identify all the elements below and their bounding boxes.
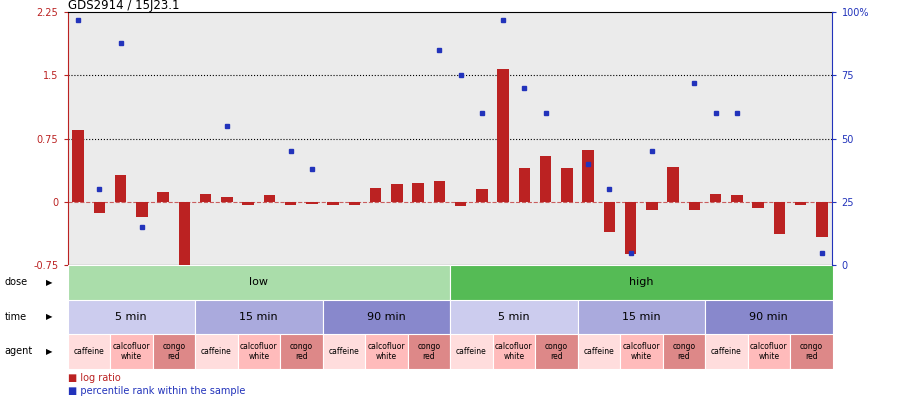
Text: caffeine: caffeine [74, 347, 104, 356]
Bar [561, 168, 572, 202]
Text: ▶: ▶ [46, 347, 53, 356]
Bar [322, 334, 365, 369]
Text: caffeine: caffeine [201, 347, 231, 356]
Bar [370, 188, 382, 202]
Bar [158, 192, 169, 202]
Bar [646, 202, 658, 211]
Bar [540, 156, 552, 202]
Bar [264, 195, 275, 202]
Bar [434, 181, 446, 202]
Bar [454, 202, 466, 206]
Bar [518, 168, 530, 202]
Bar [322, 300, 450, 334]
Text: calcofluor
white: calcofluor white [240, 342, 277, 361]
Bar [306, 202, 318, 204]
Text: congo
red: congo red [672, 342, 696, 361]
Bar [748, 334, 790, 369]
Bar [365, 334, 408, 369]
Bar [72, 130, 84, 202]
Bar [688, 202, 700, 211]
Bar [284, 202, 296, 205]
Bar [450, 300, 578, 334]
Text: congo
red: congo red [162, 342, 185, 361]
Bar [178, 202, 190, 268]
Text: high: high [629, 277, 653, 288]
Text: calcofluor
white: calcofluor white [112, 342, 150, 361]
Bar [795, 202, 806, 205]
Bar [328, 202, 339, 205]
Bar [450, 334, 492, 369]
Bar [200, 194, 212, 202]
Bar [816, 202, 828, 237]
Bar [578, 300, 705, 334]
Text: 5 min: 5 min [498, 312, 529, 322]
Text: calcofluor
white: calcofluor white [367, 342, 405, 361]
Bar [238, 334, 280, 369]
Bar [195, 300, 322, 334]
Bar [625, 202, 636, 254]
Bar [535, 334, 578, 369]
Text: GDS2914 / 15J23.1: GDS2914 / 15J23.1 [68, 0, 179, 12]
Text: congo
red: congo red [800, 342, 823, 361]
Text: agent: agent [4, 346, 32, 356]
Text: calcofluor
white: calcofluor white [623, 342, 660, 361]
Bar [412, 183, 424, 202]
Bar [195, 334, 238, 369]
Text: ▶: ▶ [46, 278, 53, 287]
Text: caffeine: caffeine [711, 347, 742, 356]
Bar [110, 334, 152, 369]
Bar [94, 202, 105, 213]
Text: ■ percentile rank within the sample: ■ percentile rank within the sample [68, 386, 245, 396]
Text: calcofluor
white: calcofluor white [495, 342, 533, 361]
Text: low: low [249, 277, 268, 288]
Bar [476, 189, 488, 202]
Bar [68, 300, 195, 334]
Text: congo
red: congo red [544, 342, 568, 361]
Bar [348, 202, 360, 205]
Text: caffeine: caffeine [328, 347, 359, 356]
Text: dose: dose [4, 277, 28, 288]
Bar [408, 334, 450, 369]
Text: ▶: ▶ [46, 312, 53, 322]
Bar [710, 194, 722, 202]
Text: caffeine: caffeine [456, 347, 487, 356]
Text: time: time [4, 312, 27, 322]
Bar [705, 300, 832, 334]
Bar [450, 265, 832, 300]
Bar [773, 202, 785, 234]
Text: caffeine: caffeine [583, 347, 614, 356]
Bar [662, 334, 705, 369]
Text: 5 min: 5 min [115, 312, 147, 322]
Bar [705, 334, 748, 369]
Text: calcofluor
white: calcofluor white [750, 342, 788, 361]
Text: congo
red: congo red [290, 342, 313, 361]
Text: 90 min: 90 min [367, 312, 406, 322]
Bar [667, 166, 679, 202]
Bar [578, 334, 620, 369]
Bar [582, 150, 594, 202]
Bar [620, 334, 662, 369]
Text: ■ log ratio: ■ log ratio [68, 373, 121, 384]
Bar [391, 184, 402, 202]
Bar [492, 334, 535, 369]
Bar [115, 175, 127, 202]
Bar [498, 69, 509, 202]
Bar [280, 334, 322, 369]
Bar [136, 202, 148, 217]
Text: 90 min: 90 min [750, 312, 788, 322]
Bar [790, 334, 833, 369]
Bar [242, 202, 254, 205]
Text: congo
red: congo red [418, 342, 440, 361]
Bar [731, 195, 742, 202]
Bar [221, 197, 233, 202]
Bar [752, 202, 764, 208]
Bar [68, 265, 450, 300]
Text: 15 min: 15 min [622, 312, 661, 322]
Bar [604, 202, 616, 232]
Text: 15 min: 15 min [239, 312, 278, 322]
Bar [68, 334, 110, 369]
Bar [152, 334, 195, 369]
